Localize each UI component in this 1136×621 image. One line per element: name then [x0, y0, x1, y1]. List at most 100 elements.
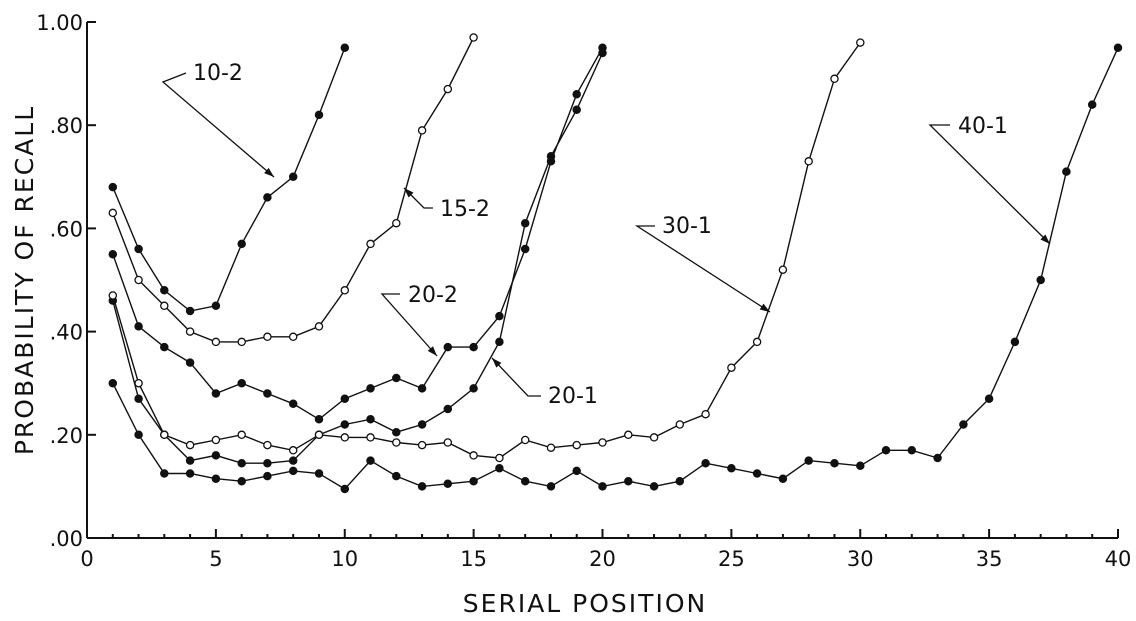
- y-tick-label: .00: [50, 527, 83, 551]
- data-point-15-2: [443, 84, 453, 94]
- data-point-30-1: [727, 363, 736, 372]
- data-point-30-1: [392, 438, 401, 447]
- data-point-30-1: [649, 433, 659, 442]
- data-point-40-1: [443, 479, 453, 489]
- leader-line-20-2: [380, 293, 438, 357]
- data-point-20-2: [366, 384, 375, 393]
- data-point-40-1: [959, 420, 968, 429]
- data-point-30-1: [856, 38, 865, 47]
- x-tick-label: 15: [460, 547, 487, 571]
- data-point-40-1: [1010, 337, 1020, 347]
- series-line-20-1: [112, 52, 604, 464]
- leader-arrowhead-10-2: [264, 167, 274, 177]
- x-axis-title: SERIAL POSITION: [463, 589, 707, 618]
- data-point-20-1: [598, 48, 607, 58]
- data-point-40-1: [185, 469, 195, 478]
- data-point-15-2: [288, 332, 298, 342]
- data-point-40-1: [417, 482, 427, 491]
- data-point-15-2: [366, 239, 375, 249]
- data-point-20-1: [134, 394, 143, 403]
- data-point-40-1: [881, 446, 891, 455]
- data-point-20-1: [520, 218, 530, 228]
- data-point-30-1: [830, 74, 839, 84]
- data-point-10-2: [134, 244, 143, 254]
- x-tick-label: 10: [331, 547, 358, 571]
- x-tick-label: 25: [718, 547, 745, 571]
- data-point-20-2: [520, 244, 530, 254]
- data-point-20-2: [443, 342, 453, 352]
- leader-arrowhead-15-2: [404, 188, 414, 198]
- data-point-20-1: [572, 105, 581, 114]
- data-point-20-2: [134, 322, 143, 331]
- data-point-30-1: [495, 453, 504, 463]
- data-point-30-1: [546, 443, 556, 452]
- data-point-40-1: [237, 476, 246, 486]
- data-point-20-2: [160, 342, 169, 352]
- data-point-30-1: [314, 430, 324, 440]
- data-point-20-1: [288, 456, 298, 465]
- data-point-30-1: [417, 440, 427, 450]
- y-tick-label: .60: [50, 217, 83, 241]
- data-point-20-1: [495, 337, 504, 347]
- data-point-30-1: [778, 265, 788, 274]
- data-point-20-1: [443, 404, 453, 414]
- data-point-40-1: [1113, 43, 1123, 53]
- data-point-40-1: [907, 446, 917, 455]
- data-point-40-1: [160, 469, 169, 478]
- series-lines: [112, 37, 1119, 490]
- data-point-20-2: [340, 394, 350, 403]
- data-point-40-1: [340, 484, 350, 494]
- data-point-15-2: [417, 126, 427, 135]
- leader-arrowhead-40-1: [1040, 234, 1050, 244]
- data-point-15-2: [211, 337, 221, 347]
- series-label-15-2: 15-2: [440, 197, 490, 222]
- x-tick-label: 40: [1105, 547, 1132, 571]
- data-point-15-2: [263, 332, 272, 342]
- data-point-10-2: [211, 301, 221, 311]
- data-point-30-1: [211, 435, 221, 445]
- data-point-40-1: [1087, 100, 1097, 109]
- data-point-20-2: [108, 249, 118, 259]
- data-point-40-1: [469, 476, 478, 486]
- data-point-30-1: [340, 433, 350, 442]
- data-point-15-2: [185, 327, 195, 336]
- data-point-40-1: [288, 466, 298, 476]
- leader-arrowhead-30-1: [759, 303, 770, 312]
- data-point-40-1: [520, 476, 530, 486]
- data-point-30-1: [675, 420, 685, 429]
- series-labels: 10-2 15-2 20-2 20-1 30-1 40-1: [193, 61, 1008, 409]
- data-point-40-1: [546, 482, 556, 491]
- data-point-40-1: [366, 456, 375, 465]
- x-tick-label: 20: [589, 547, 616, 571]
- data-point-30-1: [134, 378, 143, 388]
- data-point-40-1: [984, 394, 994, 403]
- data-point-20-2: [211, 389, 221, 398]
- data-point-30-1: [288, 446, 298, 455]
- series-line-40-1: [112, 47, 1119, 490]
- data-point-30-1: [185, 440, 195, 450]
- leader-line-30-1: [634, 225, 771, 313]
- data-point-40-1: [314, 469, 324, 478]
- data-point-40-1: [830, 458, 839, 468]
- data-point-40-1: [108, 378, 118, 388]
- x-tick-label: 35: [976, 547, 1003, 571]
- series-line-10-2: [112, 47, 346, 312]
- series-points: [108, 33, 1123, 494]
- data-point-20-1: [263, 458, 272, 468]
- data-point-30-1: [160, 430, 169, 440]
- data-point-15-2: [108, 208, 118, 218]
- data-point-20-1: [546, 151, 556, 161]
- data-point-20-2: [495, 311, 504, 321]
- data-point-20-2: [469, 342, 478, 352]
- y-tick-label: 1.00: [36, 11, 83, 35]
- data-point-40-1: [649, 482, 659, 491]
- data-point-40-1: [1036, 275, 1045, 285]
- y-ticks: .00 .20 .40 .60 .80 1.00: [36, 11, 96, 551]
- leader-line-20-1: [491, 357, 541, 397]
- data-point-40-1: [933, 453, 942, 463]
- data-point-40-1: [752, 469, 762, 478]
- data-point-20-1: [469, 384, 478, 393]
- leader-line-10-2: [161, 72, 275, 178]
- label-leaders: [161, 72, 1051, 397]
